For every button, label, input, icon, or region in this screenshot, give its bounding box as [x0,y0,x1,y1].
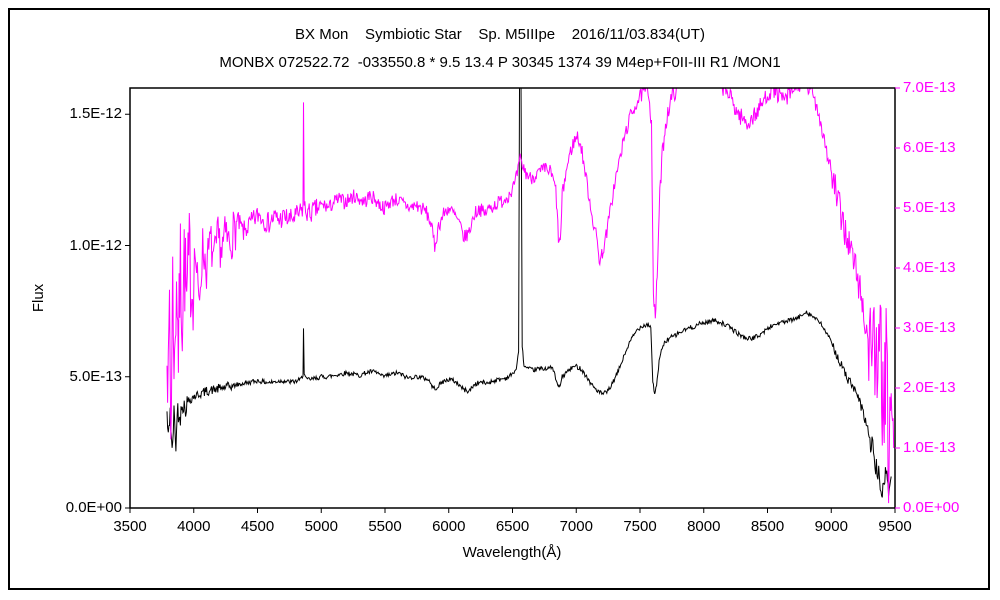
left-axis-label: Flux [30,283,47,313]
x-axis-tick-label: 5500 [368,518,402,535]
x-axis-tick-label: 6500 [495,518,530,535]
left-axis-tick-label: 0.0E+00 [65,499,122,516]
right-axis-tick-label: 1.0E-13 [903,439,956,456]
left-axis-tick-label: 5.0E-13 [69,367,122,385]
right-axis-tick-label: 3.0E-13 [903,319,956,336]
right-axis-tick-label: 2.0E-13 [903,379,956,396]
x-axis-tick-label: 9500 [878,518,912,535]
right-axis-tick-label: 0.0E+00 [903,499,960,516]
left-axis-tick-label: 1.5E-12 [69,105,122,123]
x-axis-tick-label: 4000 [177,518,211,535]
chart-subtitle: MONBX 072522.72 -033550.8 * 9.5 13.4 P 3… [219,54,781,71]
spectrum-magenta-right-axis-line [166,88,895,504]
right-axis-tick-label: 4.0E-13 [903,259,956,276]
x-axis-tick-label: 8000 [687,518,721,535]
x-axis-label: Wavelength(Å) [462,544,562,561]
x-axis-tick-label: 5000 [304,518,338,535]
right-axis-tick-label: 6.0E-13 [903,139,956,156]
right-axis-tick-label: 7.0E-13 [903,79,956,96]
right-axis-tick-label: 5.0E-13 [903,199,956,216]
x-axis-tick-label: 9000 [814,518,848,535]
x-axis-tick-label: 3500 [113,518,147,535]
x-axis-tick-label: 7000 [559,518,593,535]
x-axis-tick-label: 8500 [750,518,785,535]
x-axis-tick-label: 4500 [240,518,275,535]
spectrum-black-left-axis-line [166,88,892,498]
x-axis-tick-label: 6000 [432,518,466,535]
left-axis-tick-label: 1.0E-12 [69,236,122,254]
plot-frame [129,87,896,509]
figure-border [8,8,990,590]
x-axis-tick-label: 7500 [623,518,657,535]
chart-title: BX Mon Symbiotic Star Sp. M5IIIpe 2016/1… [295,26,705,43]
